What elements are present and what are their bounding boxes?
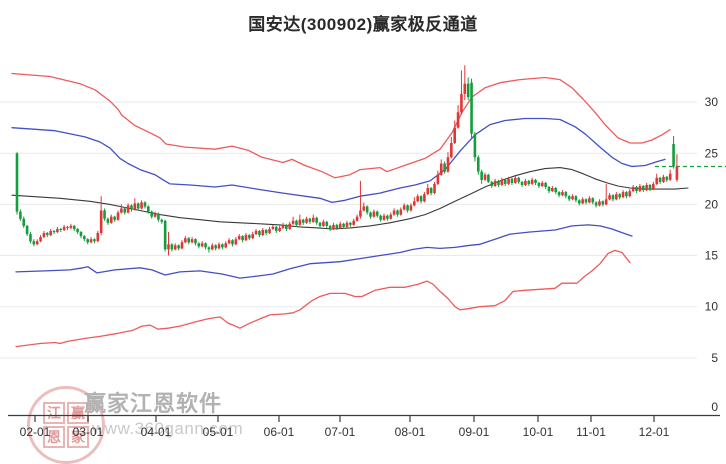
brand-watermark: 赢家江恩软件: [84, 391, 223, 416]
chart-title: 国安达(300902)赢家极反通道: [248, 15, 478, 34]
svg-text:11-01: 11-01: [576, 425, 606, 439]
svg-text:20: 20: [705, 197, 719, 211]
svg-text:04-01: 04-01: [141, 425, 172, 439]
seal-characters: 江 赢 恩 家: [43, 402, 89, 448]
seal-char: 恩: [43, 426, 65, 448]
seal-char: 江: [43, 402, 65, 424]
svg-text:03-01: 03-01: [73, 425, 104, 439]
svg-text:12-01: 12-01: [639, 425, 670, 439]
svg-text:02-01: 02-01: [20, 425, 51, 439]
seal-char: 家: [67, 426, 89, 448]
svg-text:09-01: 09-01: [459, 425, 490, 439]
chart-window: 江 赢 恩 家 赢家江恩软件 www.360gann.com 02-01 03-0…: [0, 15, 726, 464]
svg-text:10: 10: [705, 300, 719, 314]
seal-char: 赢: [67, 402, 89, 424]
svg-text:08-01: 08-01: [395, 425, 426, 439]
svg-text:07-01: 07-01: [325, 425, 356, 439]
website-watermark: www.360gann.com: [92, 419, 244, 438]
svg-text:0: 0: [711, 400, 718, 414]
svg-text:25: 25: [705, 146, 719, 160]
candlestick-chart-canvas: 02-01 03-01 04-01 05-01 06-01 07-01 08-01 09-01…: [0, 65, 726, 439]
svg-text:06-01: 06-01: [264, 425, 295, 439]
svg-text:30: 30: [705, 95, 719, 109]
svg-text:5: 5: [711, 351, 718, 365]
svg-text:05-01: 05-01: [203, 425, 234, 439]
svg-text:10-01: 10-01: [523, 425, 554, 439]
svg-text:15: 15: [705, 249, 719, 263]
